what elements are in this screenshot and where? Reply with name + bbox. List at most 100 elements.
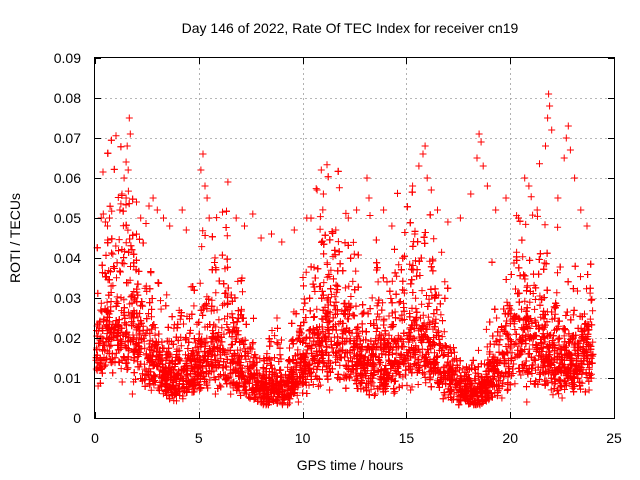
cloud-point	[137, 302, 144, 310]
cloud-point	[335, 184, 343, 192]
cloud-point	[395, 334, 403, 342]
cloud-point	[273, 314, 281, 322]
cloud-point	[539, 330, 547, 338]
cloud-point	[392, 349, 400, 357]
cloud-point	[372, 328, 380, 335]
cloud-point	[418, 300, 426, 308]
cloud-point	[589, 307, 597, 315]
cloud-point	[475, 346, 482, 354]
cloud-point	[211, 375, 219, 383]
cloud-point	[370, 382, 378, 390]
cloud-point	[493, 314, 501, 322]
cloud-point	[327, 266, 335, 274]
cloud-point	[541, 221, 549, 229]
cloud-point	[432, 315, 440, 323]
cloud-point	[555, 341, 563, 349]
cloud-point	[438, 248, 446, 256]
cloud-point	[316, 213, 324, 221]
cloud-point	[278, 336, 285, 344]
cloud-point	[133, 334, 141, 342]
cloud-point	[418, 287, 426, 295]
cloud-point	[331, 293, 339, 301]
cloud-point	[319, 237, 327, 245]
cloud-point	[323, 161, 331, 169]
cloud-point	[124, 226, 132, 234]
cloud-point	[146, 344, 154, 352]
cloud-point	[203, 334, 211, 342]
cloud-point	[388, 277, 396, 285]
cloud-point	[302, 268, 310, 276]
cloud-point	[130, 378, 138, 386]
cloud-point	[316, 225, 324, 233]
cloud-point	[199, 227, 207, 235]
cloud-point	[366, 212, 374, 219]
cloud-point	[451, 348, 458, 356]
cloud-point	[271, 332, 279, 340]
cloud-point	[345, 282, 353, 290]
cloud-point	[176, 315, 184, 323]
cloud-point	[424, 313, 432, 321]
cloud-point	[198, 243, 206, 251]
cloud-point	[206, 376, 214, 384]
cloud-point	[551, 314, 558, 322]
cloud-point	[482, 325, 490, 333]
cloud-point	[117, 365, 125, 373]
cloud-point	[376, 344, 384, 352]
cloud-point	[219, 208, 226, 216]
cloud-point	[150, 381, 158, 389]
cloud-point	[547, 386, 555, 394]
cloud-point	[317, 341, 325, 349]
cloud-point	[341, 284, 349, 292]
cloud-point	[108, 207, 116, 215]
cloud-point	[400, 316, 408, 323]
cloud-point	[222, 363, 230, 371]
cloud-point	[259, 364, 267, 371]
cloud-point	[510, 341, 518, 348]
cloud-point	[374, 278, 382, 286]
cloud-point	[360, 308, 368, 316]
cloud-point	[306, 370, 314, 378]
cloud-point	[284, 363, 292, 371]
cloud-point	[549, 391, 557, 399]
cloud-point	[531, 296, 539, 303]
cloud-point	[268, 327, 276, 334]
cloud-point	[118, 378, 126, 386]
cloud-point	[213, 214, 221, 222]
cloud-point	[116, 267, 124, 275]
cloud-point	[223, 232, 231, 240]
cloud-point	[103, 298, 111, 306]
cloud-point	[234, 277, 242, 285]
cloud-point	[299, 306, 307, 314]
cloud-point	[518, 305, 525, 313]
cloud-point	[193, 320, 201, 328]
cloud-point	[531, 305, 539, 313]
cloud-point	[114, 194, 122, 201]
cloud-point	[320, 279, 328, 287]
cloud-point	[163, 291, 171, 299]
cloud-point	[192, 339, 200, 347]
cloud-point	[398, 382, 406, 390]
cloud-point	[577, 273, 584, 281]
cloud-point	[368, 344, 376, 352]
cloud-point	[586, 315, 594, 323]
cloud-point	[319, 206, 327, 214]
cloud-point	[117, 200, 125, 208]
cloud-point	[534, 212, 541, 220]
cloud-point	[412, 294, 420, 302]
cloud-point	[147, 386, 155, 394]
cloud-point	[569, 311, 577, 319]
cloud-point	[396, 315, 404, 323]
cloud-point	[483, 343, 491, 351]
cloud-point	[334, 238, 342, 246]
cloud-point	[314, 382, 322, 390]
cloud-point	[406, 260, 414, 268]
cloud-point	[182, 351, 189, 359]
cloud-point	[339, 320, 347, 327]
cloud-point	[109, 282, 117, 290]
cloud-point	[300, 282, 307, 290]
cloud-point	[134, 313, 142, 321]
cloud-point	[282, 370, 289, 378]
cloud-point	[236, 346, 244, 354]
cloud-point	[113, 274, 120, 282]
cloud-point	[438, 333, 446, 341]
